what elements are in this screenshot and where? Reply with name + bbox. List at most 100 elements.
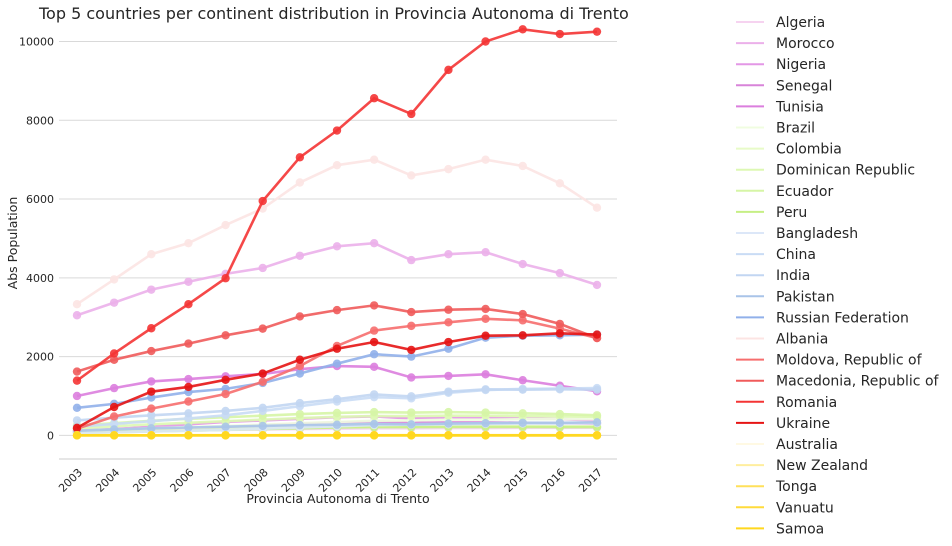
data-point bbox=[518, 309, 527, 319]
data-point bbox=[444, 305, 453, 314]
x-tick-label: 2013 bbox=[428, 466, 457, 495]
chart-title: Top 5 countries per continent distributi… bbox=[38, 4, 629, 23]
data-point bbox=[295, 355, 305, 364]
data-point bbox=[221, 220, 230, 230]
data-point bbox=[147, 411, 156, 420]
data-point bbox=[369, 326, 379, 335]
legend-label: Pakistan bbox=[776, 289, 835, 305]
legend-label: Ukraine bbox=[776, 416, 830, 432]
data-point bbox=[72, 391, 82, 401]
data-point bbox=[147, 285, 156, 294]
data-point bbox=[555, 179, 565, 188]
data-point bbox=[518, 418, 527, 427]
data-point bbox=[555, 385, 565, 394]
data-point bbox=[444, 65, 453, 75]
data-point bbox=[481, 155, 490, 164]
legend-item: Colombia bbox=[736, 142, 842, 158]
legend: Algeria Morocco Nigeria Senegal Tunisia Brazi… bbox=[736, 15, 940, 537]
legend-label: Romania bbox=[776, 395, 837, 411]
data-point bbox=[184, 409, 193, 418]
data-point bbox=[109, 412, 119, 421]
x-tick-label: 2003 bbox=[56, 466, 85, 495]
data-point bbox=[518, 316, 527, 325]
legend-label: Peru bbox=[776, 205, 807, 221]
data-point bbox=[147, 387, 156, 396]
legend-item: Tonga bbox=[736, 479, 817, 495]
data-point bbox=[295, 178, 305, 187]
data-point bbox=[72, 376, 82, 385]
data-point bbox=[407, 352, 416, 361]
data-point bbox=[592, 385, 602, 394]
data-point bbox=[481, 314, 490, 323]
data-point bbox=[592, 411, 602, 420]
data-point bbox=[481, 408, 490, 417]
legend-item: Ecuador bbox=[736, 184, 833, 200]
series-morocco bbox=[72, 238, 602, 320]
data-point bbox=[407, 373, 416, 382]
data-point bbox=[109, 298, 119, 307]
data-point bbox=[444, 419, 453, 428]
data-point bbox=[407, 345, 416, 355]
legend-item: Romania bbox=[736, 395, 837, 411]
data-point bbox=[184, 382, 193, 392]
data-point bbox=[444, 371, 453, 381]
data-point bbox=[481, 37, 490, 46]
legend-item: Nigeria bbox=[736, 57, 826, 73]
data-point bbox=[72, 416, 82, 425]
data-point bbox=[295, 361, 305, 371]
data-point bbox=[369, 407, 379, 417]
data-point bbox=[481, 418, 490, 428]
data-point bbox=[147, 249, 156, 259]
x-tick-label: 2015 bbox=[502, 466, 531, 495]
data-point bbox=[407, 321, 416, 331]
legend-item: Albania bbox=[736, 332, 828, 348]
data-point bbox=[518, 385, 527, 394]
legend-label: Bangladesh bbox=[776, 226, 858, 242]
x-tick-label: 2007 bbox=[205, 466, 234, 495]
data-point bbox=[369, 94, 379, 103]
legend-label: Dominican Republic bbox=[776, 163, 915, 179]
data-point bbox=[221, 331, 230, 340]
data-point bbox=[295, 153, 305, 162]
data-point bbox=[407, 392, 416, 401]
data-point bbox=[555, 319, 565, 329]
series-macedonia-republic-of bbox=[72, 301, 602, 376]
x-tick-label: 2005 bbox=[130, 466, 159, 495]
data-point bbox=[481, 331, 490, 340]
legend-item: Senegal bbox=[736, 78, 832, 94]
legend-label: Macedonia, Republic of bbox=[776, 374, 940, 390]
data-point bbox=[369, 390, 379, 399]
legend-label: Tonga bbox=[775, 479, 817, 495]
y-tick-label: 0 bbox=[47, 429, 54, 442]
legend-item: Tunisia bbox=[736, 99, 824, 115]
data-point bbox=[555, 268, 565, 278]
data-point bbox=[332, 408, 342, 418]
data-point bbox=[481, 248, 490, 257]
data-point bbox=[184, 374, 193, 384]
data-point bbox=[444, 337, 453, 347]
data-point bbox=[332, 160, 342, 170]
data-point bbox=[221, 406, 230, 416]
x-tick-label: 2017 bbox=[576, 466, 605, 495]
data-point bbox=[109, 431, 119, 440]
y-tick-label: 2000 bbox=[26, 351, 54, 364]
data-point bbox=[295, 312, 305, 321]
data-point bbox=[221, 389, 230, 399]
data-point bbox=[72, 311, 82, 320]
data-point bbox=[444, 249, 453, 259]
data-point bbox=[407, 307, 416, 317]
series-line bbox=[76, 158, 598, 306]
data-point bbox=[518, 376, 527, 385]
data-point bbox=[147, 346, 156, 356]
legend-item: Samoa bbox=[736, 521, 824, 537]
legend-item: Macedonia, Republic of bbox=[736, 374, 940, 390]
legend-label: Moldova, Republic of bbox=[776, 353, 923, 369]
grid-lines bbox=[59, 41, 617, 436]
data-point bbox=[109, 275, 119, 284]
data-point bbox=[258, 196, 267, 206]
data-point bbox=[147, 377, 156, 386]
series-albania bbox=[72, 155, 602, 309]
data-point bbox=[72, 367, 82, 376]
